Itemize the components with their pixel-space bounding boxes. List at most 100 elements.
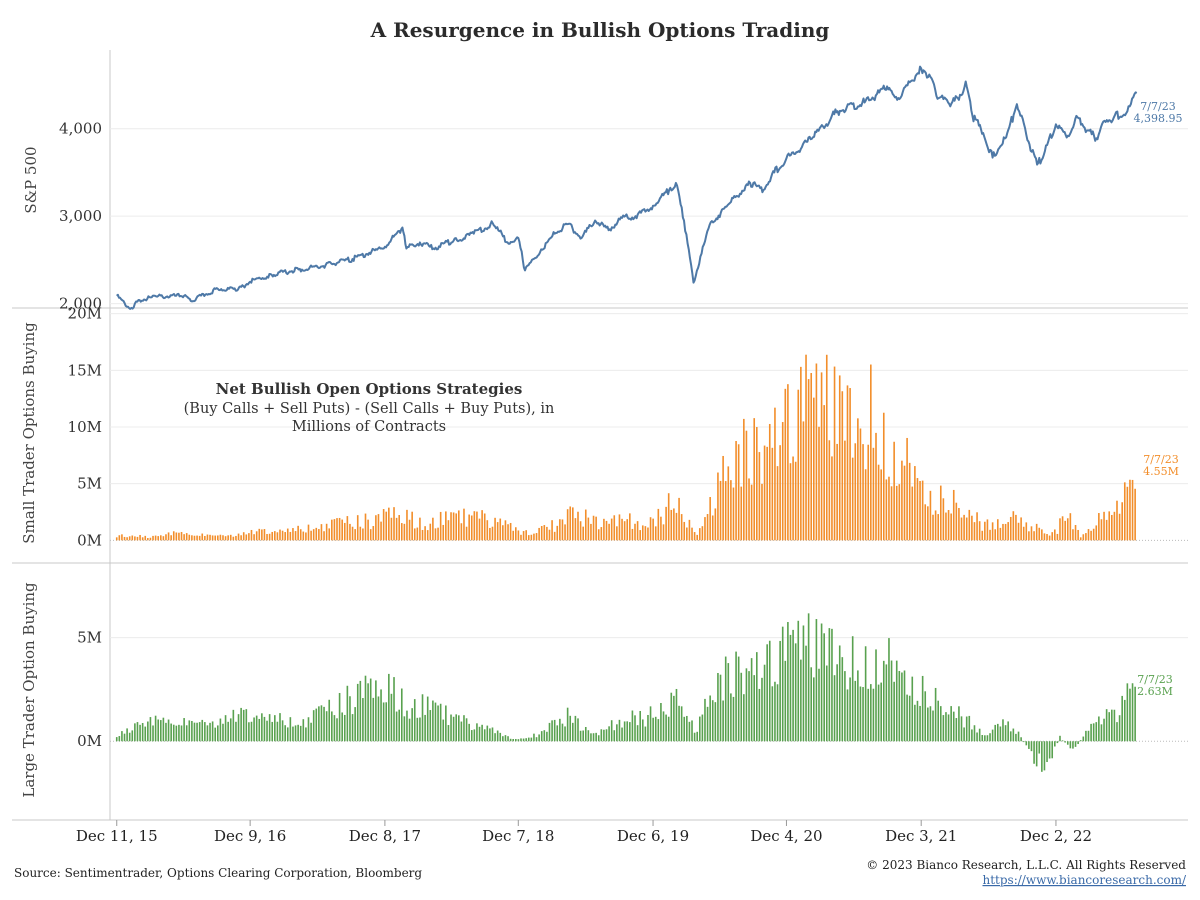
bar: [315, 527, 318, 541]
bar: [1020, 517, 1022, 541]
bar: [999, 726, 1002, 742]
bar: [556, 725, 559, 742]
bar: [994, 529, 997, 541]
bar: [377, 514, 380, 541]
bar: [245, 709, 248, 742]
bar: [657, 719, 660, 742]
bar: [245, 534, 248, 541]
bar: [494, 733, 496, 742]
bar: [1043, 533, 1046, 541]
bar: [805, 354, 807, 541]
bar: [709, 497, 711, 541]
bar: [483, 729, 486, 742]
bar: [131, 730, 134, 742]
bar: [582, 526, 584, 541]
bar: [901, 460, 903, 541]
bar: [512, 530, 515, 541]
bar: [248, 533, 250, 541]
website-link[interactable]: https://www.biancoresearch.com/: [982, 873, 1186, 887]
bar: [406, 710, 408, 742]
bar: [608, 726, 610, 742]
bar: [574, 715, 577, 742]
bar: [743, 418, 745, 541]
bar: [1012, 728, 1015, 742]
bar: [719, 674, 722, 742]
bar: [973, 522, 976, 541]
bar: [538, 527, 540, 541]
bar: [367, 683, 369, 742]
bar: [1118, 715, 1121, 742]
bar: [939, 706, 942, 742]
bar: [509, 738, 512, 742]
bar: [605, 729, 608, 742]
bar: [929, 490, 932, 541]
bar: [789, 463, 792, 541]
sp500-gridlines: [110, 128, 1188, 305]
bar: [328, 528, 331, 541]
bar: [1108, 712, 1111, 742]
bar: [1015, 514, 1017, 541]
bar: [1041, 741, 1043, 772]
bar: [1051, 532, 1054, 541]
bar: [426, 696, 429, 742]
bar: [118, 736, 121, 742]
bar: [753, 418, 756, 541]
bar: [258, 718, 261, 742]
small-trader-gridlines: [110, 313, 1188, 541]
bar: [911, 486, 914, 541]
bar: [553, 719, 556, 742]
bar: [369, 529, 372, 541]
bar: [921, 480, 924, 541]
bar: [748, 671, 750, 742]
bar: [527, 737, 530, 742]
bar: [986, 735, 989, 742]
bar: [463, 715, 465, 742]
bar: [188, 534, 191, 541]
bar: [688, 721, 691, 742]
bar: [898, 670, 901, 742]
bar: [636, 521, 639, 541]
bar: [683, 521, 686, 541]
bar: [390, 693, 393, 742]
bar: [996, 519, 999, 541]
bar: [1092, 723, 1095, 742]
bar: [284, 532, 286, 541]
bar: [859, 686, 862, 742]
bar: [875, 432, 877, 541]
bar: [1105, 519, 1108, 541]
bar: [719, 480, 722, 541]
bar: [442, 524, 445, 541]
bar: [945, 512, 947, 541]
bar: [504, 735, 507, 742]
bar: [864, 469, 867, 541]
bar: [691, 720, 693, 742]
bar: [750, 484, 753, 541]
bar: [520, 738, 522, 742]
bar: [556, 525, 559, 541]
bar: [180, 531, 183, 541]
bar: [919, 705, 921, 742]
bar: [540, 526, 543, 541]
bar: [325, 711, 328, 742]
bar: [232, 709, 235, 742]
bar: [823, 633, 825, 742]
bar: [927, 506, 929, 541]
bar: [937, 514, 939, 541]
bar: [266, 534, 268, 541]
ytick-label: 5M: [77, 629, 102, 647]
bar: [963, 727, 965, 742]
bar: [986, 519, 989, 541]
bar: [123, 733, 126, 742]
bar: [167, 719, 170, 742]
bar: [380, 521, 382, 541]
bar: [722, 700, 724, 742]
bar: [217, 725, 219, 742]
bar: [1056, 533, 1059, 541]
bar: [714, 508, 717, 541]
xtick-label: Dec 7, 18: [482, 827, 554, 845]
bar: [1009, 516, 1012, 541]
bar: [797, 620, 800, 742]
bar: [660, 516, 662, 541]
bar: [548, 722, 551, 742]
bar: [310, 722, 312, 742]
